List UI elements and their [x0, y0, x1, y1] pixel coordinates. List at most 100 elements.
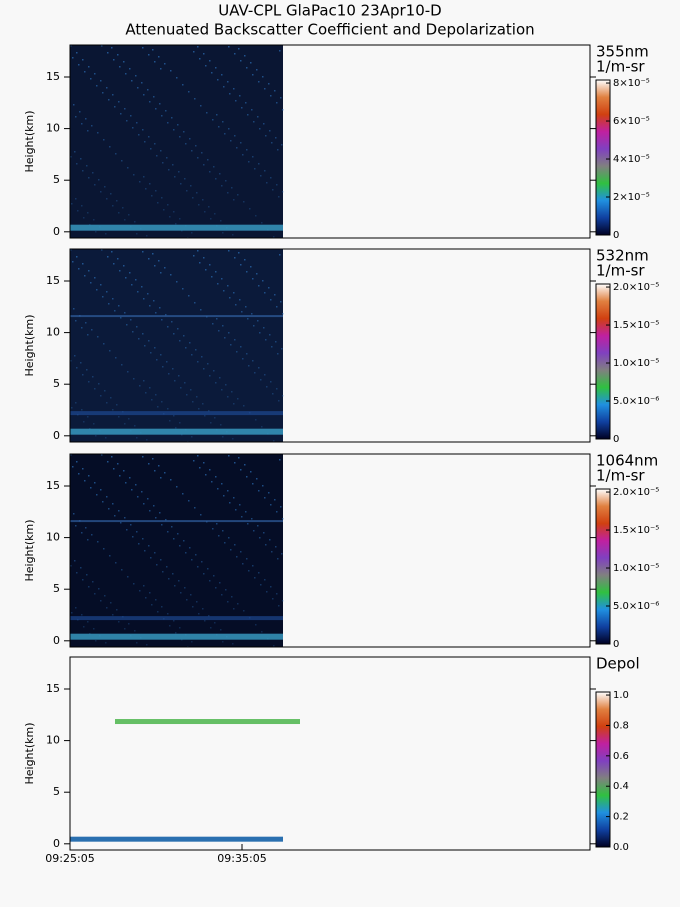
noise — [213, 575, 215, 577]
noise — [132, 127, 134, 129]
noise — [103, 548, 105, 550]
noise — [161, 524, 163, 526]
noise — [138, 543, 140, 545]
noise — [263, 532, 265, 534]
noise — [228, 332, 230, 334]
colorbar-tick-label: 2×10⁻⁵ — [613, 192, 650, 203]
noise — [215, 587, 217, 589]
noise — [229, 297, 231, 299]
noise — [181, 434, 183, 436]
noise — [234, 257, 236, 259]
noise — [272, 393, 274, 395]
noise — [145, 597, 147, 599]
noise — [132, 536, 134, 538]
noise — [76, 461, 78, 463]
noise — [225, 384, 227, 386]
noise — [101, 249, 103, 251]
noise — [76, 256, 78, 258]
noise — [266, 386, 268, 388]
noise — [73, 513, 75, 515]
noise — [156, 359, 158, 361]
noise — [125, 482, 127, 484]
colorbar-tick-label: 0 — [613, 230, 619, 241]
noise — [185, 347, 187, 349]
noise — [253, 121, 255, 123]
noise — [179, 218, 181, 220]
noise — [245, 102, 247, 104]
noise — [130, 115, 132, 117]
noise — [147, 498, 149, 500]
noise — [213, 166, 215, 168]
noise — [72, 261, 74, 263]
noise — [131, 284, 133, 286]
noise — [260, 584, 262, 586]
noise — [178, 171, 180, 173]
colorbar-title: 1064nm — [596, 452, 658, 470]
noise — [277, 353, 279, 355]
noise — [185, 552, 187, 554]
noise — [179, 340, 181, 342]
noise — [202, 199, 204, 201]
noise — [80, 567, 82, 569]
y-axis-label: Height(km) — [23, 314, 36, 376]
noise — [93, 423, 95, 425]
noise — [201, 356, 203, 358]
noise — [218, 126, 220, 128]
noise — [266, 591, 268, 593]
noise — [161, 319, 163, 321]
noise — [182, 493, 184, 495]
noise — [269, 334, 271, 336]
noise — [164, 63, 166, 65]
noise — [179, 627, 181, 629]
noise — [279, 459, 281, 461]
plot-frame — [69, 656, 591, 851]
noise — [126, 120, 128, 122]
noise — [282, 395, 284, 397]
noise — [197, 157, 199, 159]
noise — [142, 333, 144, 335]
noise — [70, 45, 72, 47]
noise — [209, 375, 211, 377]
noise — [246, 558, 248, 560]
noise — [145, 392, 147, 394]
noise — [248, 365, 250, 367]
noise — [200, 105, 202, 107]
noise — [78, 473, 80, 475]
noise — [246, 67, 248, 69]
noise — [275, 137, 277, 139]
noise — [192, 401, 194, 403]
noise — [115, 153, 117, 155]
noise — [204, 620, 206, 622]
noise — [218, 535, 220, 537]
noise — [138, 338, 140, 340]
noise — [270, 381, 272, 383]
noise — [126, 324, 128, 326]
noise — [222, 325, 224, 327]
noise — [205, 474, 207, 476]
noise — [118, 212, 120, 214]
y-tick-label: 0 — [53, 429, 60, 442]
noise — [106, 198, 108, 200]
noise — [278, 400, 280, 402]
noise — [167, 613, 169, 615]
noise — [173, 129, 175, 131]
noise — [154, 265, 156, 267]
noise — [215, 178, 217, 180]
noise — [228, 537, 230, 539]
noise — [176, 281, 178, 283]
colorbar — [595, 79, 611, 236]
noise — [81, 327, 83, 329]
noise — [134, 630, 136, 632]
colorbar-tick-label: 0.6 — [613, 751, 629, 762]
noise — [154, 61, 156, 63]
noise — [168, 169, 170, 171]
noise — [185, 143, 187, 145]
noise — [77, 210, 79, 212]
noise — [262, 76, 264, 78]
colorbar-title: 355nm — [596, 43, 649, 61]
colorbar-tick-label: 1.0 — [613, 690, 629, 701]
noise — [263, 327, 265, 329]
noise — [165, 110, 167, 112]
noise — [129, 272, 131, 274]
noise — [124, 108, 126, 110]
